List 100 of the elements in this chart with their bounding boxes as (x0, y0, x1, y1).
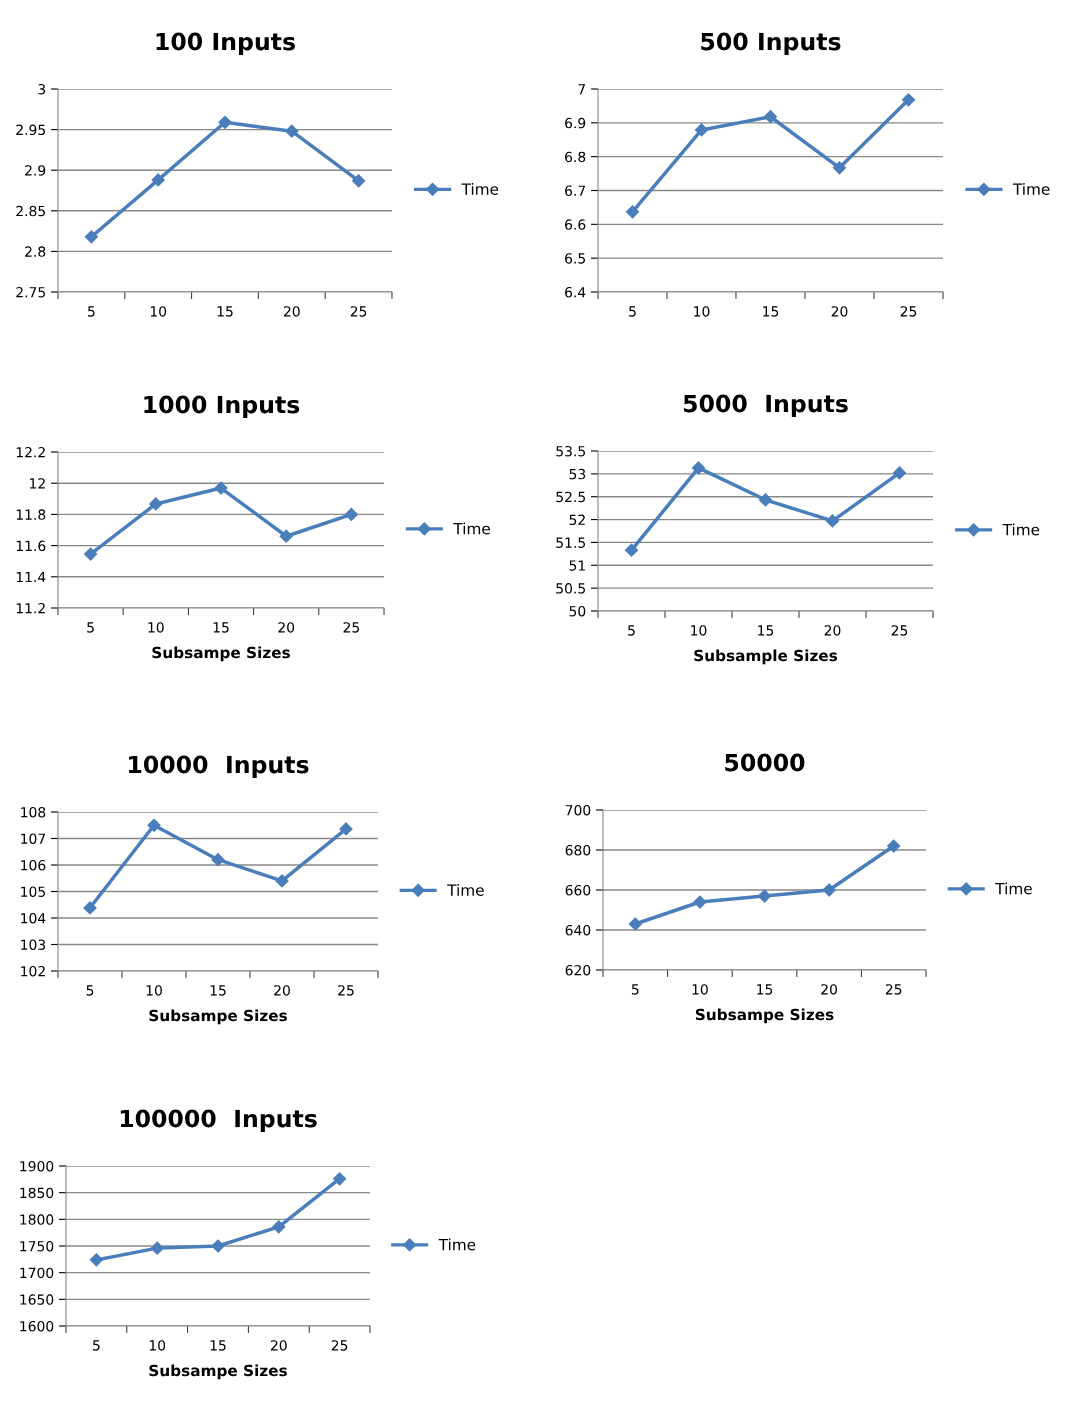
y-tick-label: 51 (569, 560, 585, 571)
point (763, 110, 778, 124)
y-tick-label: 105 (21, 886, 45, 897)
point (822, 883, 836, 897)
y-tick-label: 2.85 (16, 205, 45, 217)
x-tick-label: 15 (210, 985, 226, 996)
point (218, 115, 232, 129)
point (151, 173, 165, 187)
x-tick-label: 15 (213, 622, 229, 633)
y-tick-label: 2.75 (16, 286, 45, 298)
point (339, 822, 353, 836)
point (628, 917, 642, 931)
point (83, 901, 97, 915)
y-tick-label: 6.4 (565, 286, 586, 298)
y-tick-label: 1750 (20, 1240, 54, 1252)
x-tick-label: 5 (628, 625, 635, 636)
y-tick-label: 1800 (20, 1214, 54, 1225)
y-tick-label: 6.8 (565, 151, 586, 163)
y-tick-label: 3 (38, 83, 46, 95)
point (825, 514, 840, 528)
chart-title: 500 Inputs (701, 32, 841, 56)
x-tick-label: 20 (274, 985, 290, 996)
y-tick-label: 6.5 (565, 253, 585, 264)
point (352, 174, 366, 188)
point (901, 93, 916, 107)
x-tick-label: 20 (270, 1340, 287, 1351)
y-tick-label: 53.5 (556, 445, 585, 457)
chart-title: 50000 (725, 753, 805, 772)
x-tick-label: 25 (350, 306, 367, 317)
x-tick-label: 20 (278, 622, 295, 633)
x-tick-label: 5 (88, 306, 95, 317)
legend-label: Time (995, 882, 1032, 895)
point (691, 461, 706, 475)
x-tick-label: 15 (758, 625, 774, 636)
x-tick-label: 10 (692, 984, 708, 995)
y-tick-label: 12.2 (16, 446, 45, 458)
y-tick-label: 51.5 (556, 537, 585, 548)
chart-title: 100000 Inputs (120, 1109, 317, 1133)
x-tick-label: 5 (86, 985, 94, 996)
x-axis-title: Subsampe Sizes (695, 1008, 834, 1024)
y-tick-label: 11.4 (16, 571, 46, 583)
y-tick-label: 104 (21, 912, 46, 924)
point (333, 1172, 347, 1186)
x-tick-label: 25 (338, 985, 354, 996)
legend-label: Time (461, 183, 499, 195)
point (211, 1239, 225, 1253)
point (272, 1220, 286, 1234)
x-tick-label: 25 (343, 622, 360, 633)
point (89, 1253, 103, 1267)
x-tick-label: 25 (885, 984, 902, 995)
point (211, 853, 225, 867)
y-tick-label: 12 (30, 478, 45, 489)
point (275, 874, 289, 888)
x-tick-label: 25 (331, 1340, 348, 1351)
y-tick-label: 2.95 (16, 124, 45, 136)
point (892, 466, 907, 480)
y-tick-label: 102 (21, 965, 45, 977)
point (84, 230, 98, 244)
point (279, 529, 293, 543)
x-tick-label: 10 (148, 622, 164, 633)
y-tick-label: 620 (565, 964, 591, 976)
x-tick-label: 25 (891, 625, 908, 636)
legend-label: Time (438, 1238, 476, 1251)
legend-label: Time (447, 884, 484, 896)
x-tick-label: 15 (757, 984, 773, 995)
legend-label: Time (1012, 183, 1050, 195)
x-tick-label: 10 (146, 985, 162, 996)
x-tick-label: 20 (283, 306, 300, 317)
y-tick-label: 108 (21, 806, 46, 818)
y-tick-label: 1650 (20, 1294, 54, 1305)
x-tick-label: 15 (217, 306, 233, 317)
point (214, 481, 228, 495)
y-tick-label: 2.8 (25, 246, 46, 257)
point (150, 1241, 164, 1255)
y-tick-label: 106 (21, 859, 46, 871)
point (147, 818, 161, 832)
y-tick-label: 1600 (20, 1320, 54, 1332)
y-tick-label: 53 (569, 468, 586, 480)
chart-title: 1000 Inputs (144, 395, 300, 419)
y-tick-label: 1700 (20, 1267, 54, 1279)
y-tick-label: 52.5 (556, 491, 585, 503)
point (285, 124, 299, 138)
x-axis-title: Subsampe Sizes (149, 1364, 287, 1380)
y-tick-label: 11.2 (16, 602, 45, 614)
y-tick-label: 680 (565, 844, 591, 856)
x-tick-label: 15 (763, 306, 779, 317)
x-tick-label: 10 (149, 1340, 166, 1351)
x-tick-label: 5 (631, 984, 639, 995)
point (84, 547, 98, 561)
chart-title: 10000 Inputs (129, 755, 309, 779)
x-axis-title: Subsampe Sizes (152, 646, 290, 662)
y-tick-label: 1850 (20, 1187, 54, 1199)
chart-title: 5000 Inputs (683, 394, 848, 418)
y-tick-label: 6.6 (565, 219, 586, 230)
y-tick-label: 11.6 (16, 540, 46, 552)
x-tick-label: 10 (150, 306, 167, 317)
y-tick-label: 107 (21, 833, 46, 844)
point (624, 543, 639, 557)
y-tick-label: 1900 (20, 1160, 54, 1172)
x-tick-label: 5 (87, 622, 94, 633)
